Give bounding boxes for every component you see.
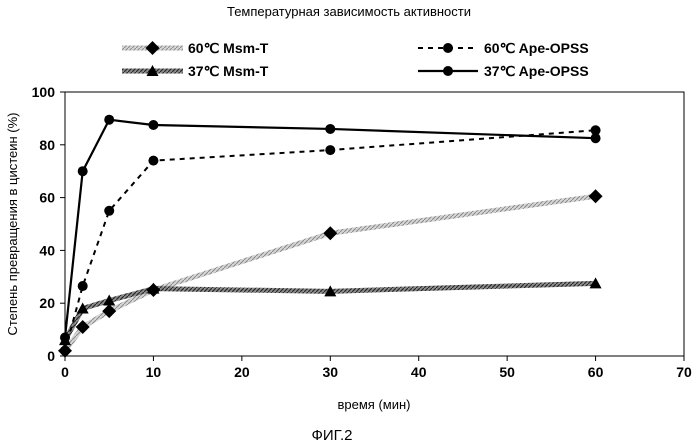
data-point bbox=[60, 332, 70, 343]
data-point bbox=[325, 123, 336, 134]
series-line bbox=[62, 193, 596, 353]
legend-marker bbox=[443, 43, 453, 53]
y-tick-label: 60 bbox=[39, 190, 55, 206]
x-tick-label: 60 bbox=[588, 364, 604, 380]
x-tick-label: 0 bbox=[61, 364, 69, 380]
legend-label: 60℃ Ape-OPSS bbox=[484, 40, 589, 56]
y-axis: 0 20 40 60 80 100 bbox=[32, 84, 65, 364]
data-point bbox=[75, 319, 90, 334]
data-point bbox=[148, 155, 159, 166]
legend-marker bbox=[145, 41, 160, 55]
data-point bbox=[77, 281, 88, 292]
legend-marker bbox=[146, 65, 159, 76]
data-point bbox=[102, 304, 117, 319]
series-line bbox=[62, 280, 596, 342]
data-point bbox=[104, 205, 115, 216]
x-axis-title: время (мин) bbox=[338, 397, 411, 412]
data-point bbox=[324, 285, 337, 297]
data-point bbox=[588, 189, 603, 204]
data-point bbox=[590, 125, 601, 136]
legend-marker bbox=[443, 66, 453, 76]
y-tick-label: 40 bbox=[39, 242, 55, 258]
x-axis: 0 10 20 30 40 50 60 70 bbox=[61, 356, 692, 380]
data-point bbox=[589, 277, 602, 289]
data-point bbox=[590, 133, 601, 144]
series-markers bbox=[58, 114, 603, 358]
series-line bbox=[63, 118, 596, 338]
legend-label: 37℃ Ape-OPSS bbox=[484, 63, 589, 79]
data-point bbox=[104, 114, 115, 125]
legend-item: 60℃ Ape-OPSS bbox=[418, 40, 589, 56]
x-tick-label: 10 bbox=[146, 364, 162, 380]
legend: 60℃ Msm-T 37℃ Msm-T 60℃ Ape-OPSS 37℃ Ape-OP… bbox=[122, 40, 589, 79]
x-tick-label: 30 bbox=[322, 364, 338, 380]
x-tick-label: 40 bbox=[411, 364, 427, 380]
chart-title: Температурная зависимость активности bbox=[227, 4, 471, 19]
data-point bbox=[76, 302, 89, 314]
legend-item: 60℃ Msm-T bbox=[122, 40, 269, 56]
data-point bbox=[77, 166, 88, 177]
y-tick-label: 20 bbox=[39, 295, 55, 311]
x-tick-label: 20 bbox=[234, 364, 250, 380]
x-tick-label: 70 bbox=[676, 364, 692, 380]
legend-label: 37℃ Msm-T bbox=[188, 63, 269, 79]
y-tick-label: 80 bbox=[39, 137, 55, 153]
plot-area bbox=[64, 91, 685, 357]
figure-caption: ФИГ.2 bbox=[312, 427, 353, 444]
data-point bbox=[325, 145, 336, 156]
y-tick-label: 0 bbox=[47, 348, 55, 364]
data-point bbox=[60, 345, 70, 356]
legend-label: 60℃ Msm-T bbox=[188, 40, 269, 56]
y-tick-label: 100 bbox=[32, 84, 56, 100]
legend-item: 37℃ Msm-T bbox=[122, 63, 269, 79]
data-point bbox=[323, 226, 338, 241]
y-axis-title: Степень превращения в цистеин (%) bbox=[5, 112, 20, 335]
legend-item: 37℃ Ape-OPSS bbox=[418, 63, 589, 79]
data-point bbox=[103, 294, 116, 306]
x-tick-label: 50 bbox=[499, 364, 515, 380]
series-line bbox=[64, 129, 596, 351]
data-point bbox=[148, 120, 159, 130]
data-point bbox=[147, 282, 160, 294]
